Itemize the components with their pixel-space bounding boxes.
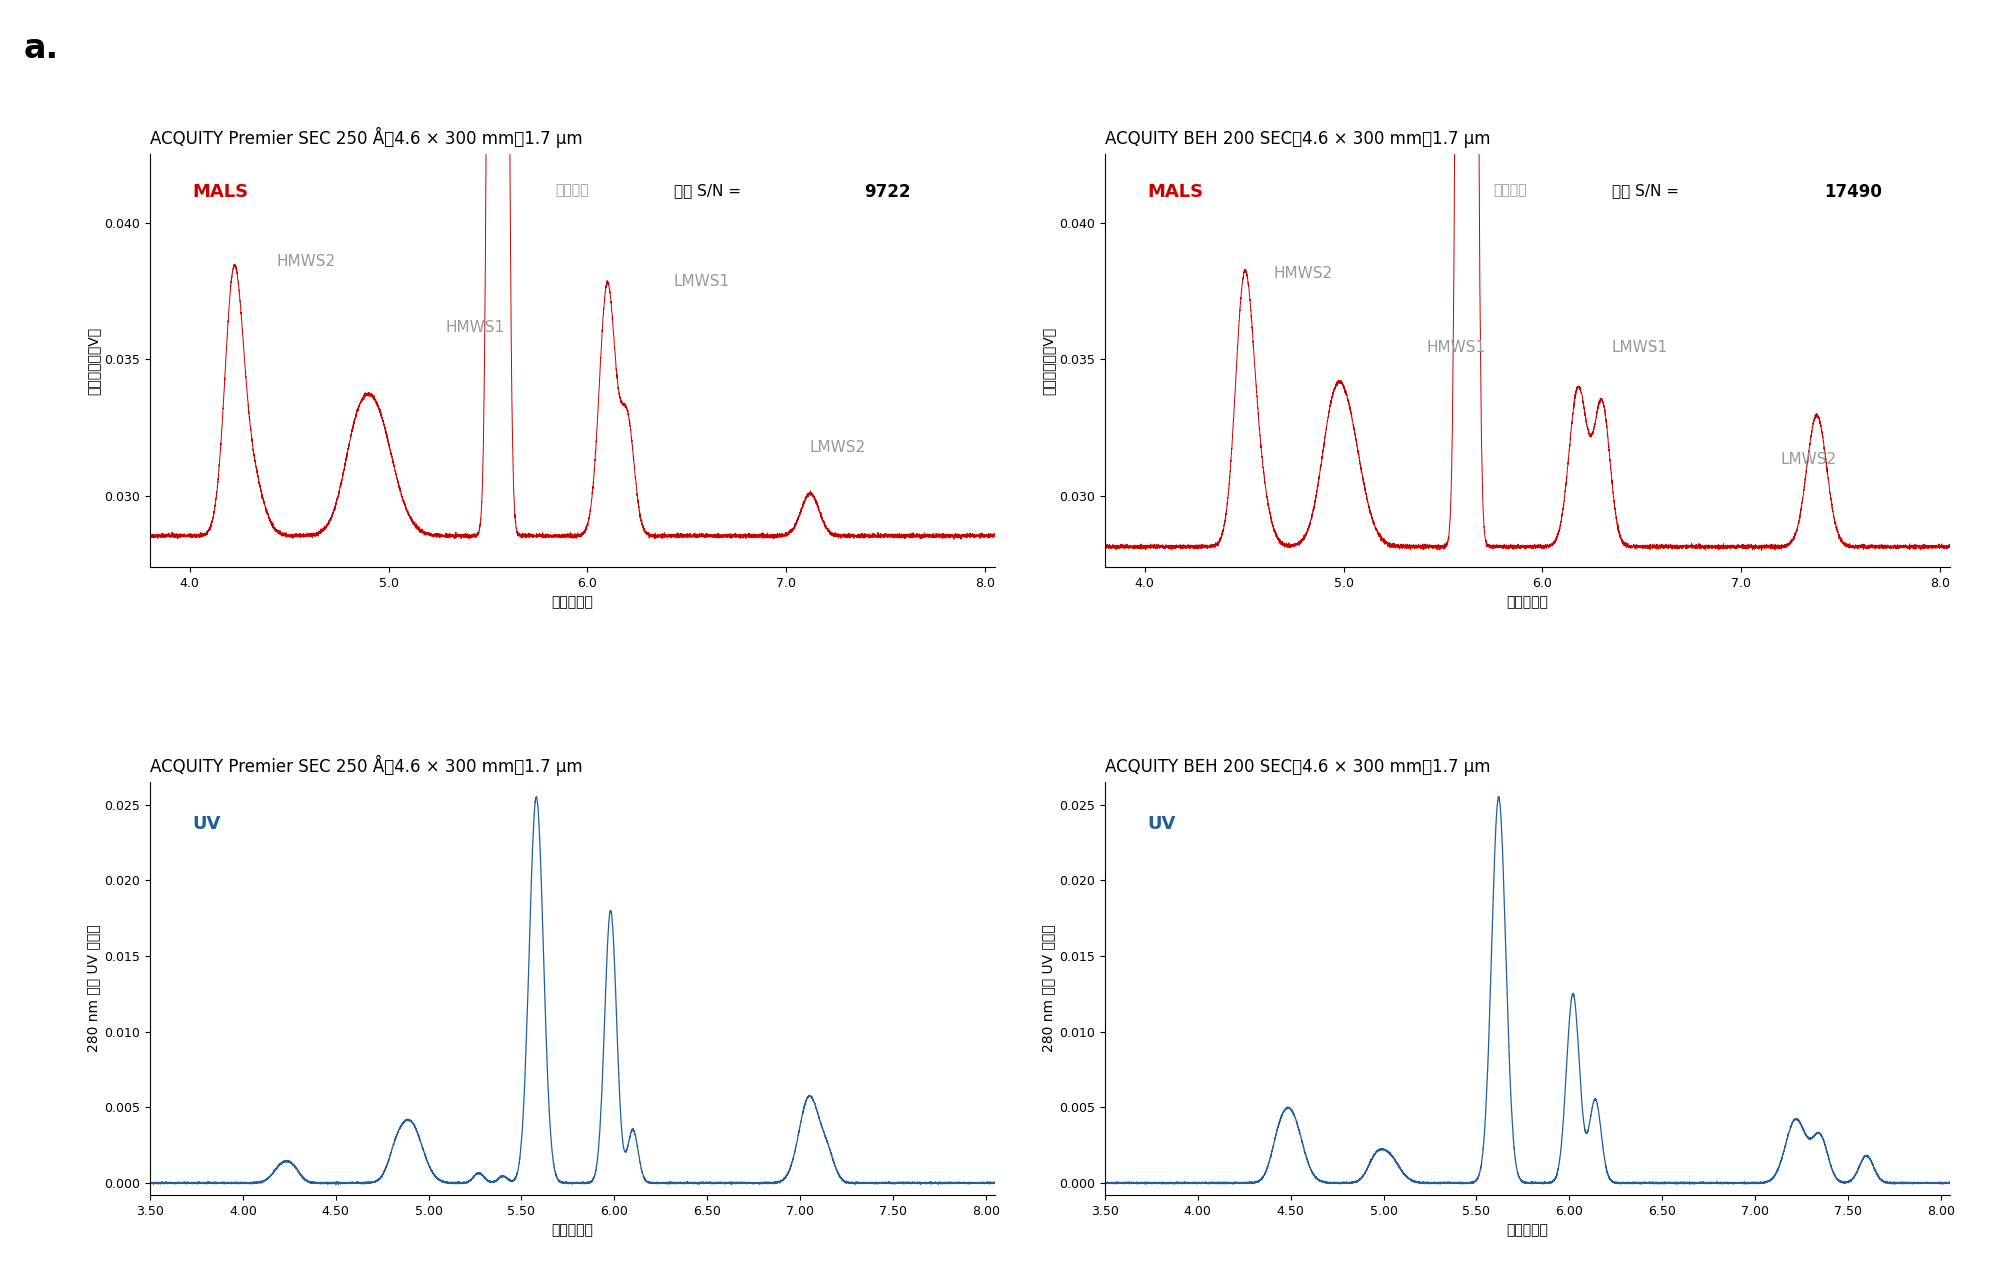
- Text: LMWS2: LMWS2: [810, 439, 866, 455]
- Text: 平均 S/N =: 平均 S/N =: [674, 182, 746, 198]
- Text: HMWS1: HMWS1: [1426, 341, 1486, 356]
- Text: LMWS1: LMWS1: [1612, 341, 1668, 356]
- X-axis label: 時間（分）: 時間（分）: [1506, 1223, 1548, 1237]
- Text: 平均 S/N =: 平均 S/N =: [1612, 182, 1684, 198]
- Text: ACQUITY BEH 200 SEC、4.6 × 300 mm、1.7 μm: ACQUITY BEH 200 SEC、4.6 × 300 mm、1.7 μm: [1104, 758, 1490, 776]
- Text: HMWS2: HMWS2: [1274, 266, 1334, 281]
- Text: MALS: MALS: [1148, 182, 1204, 202]
- Text: モノマー: モノマー: [556, 182, 590, 197]
- Text: MALS: MALS: [192, 182, 248, 202]
- Text: 17490: 17490: [1824, 182, 1882, 202]
- Text: ACQUITY BEH 200 SEC、4.6 × 300 mm、1.7 μm: ACQUITY BEH 200 SEC、4.6 × 300 mm、1.7 μm: [1104, 131, 1490, 149]
- X-axis label: 時間（分）: 時間（分）: [1506, 595, 1548, 609]
- Text: UV: UV: [1148, 815, 1176, 833]
- Y-axis label: 280 nm での UV 吸光度: 280 nm での UV 吸光度: [86, 925, 100, 1052]
- Text: UV: UV: [192, 815, 220, 833]
- Text: ACQUITY Premier SEC 250 Å、4.6 × 300 mm、1.7 μm: ACQUITY Premier SEC 250 Å、4.6 × 300 mm、1…: [150, 756, 582, 776]
- Y-axis label: 検出器電圧（V）: 検出器電圧（V）: [1042, 326, 1056, 394]
- Y-axis label: 検出器電圧（V）: 検出器電圧（V）: [86, 326, 100, 394]
- Text: LMWS1: LMWS1: [674, 275, 730, 289]
- Text: a.: a.: [24, 32, 60, 66]
- Text: HMWS2: HMWS2: [276, 253, 336, 269]
- Y-axis label: 280 nm での UV 吸光度: 280 nm での UV 吸光度: [1042, 925, 1056, 1052]
- Text: モノマー: モノマー: [1494, 182, 1528, 197]
- Text: 9722: 9722: [864, 182, 910, 202]
- Text: ACQUITY Premier SEC 250 Å、4.6 × 300 mm、1.7 μm: ACQUITY Premier SEC 250 Å、4.6 × 300 mm、1…: [150, 127, 582, 149]
- Text: LMWS2: LMWS2: [1780, 452, 1838, 466]
- Text: HMWS1: HMWS1: [446, 320, 504, 335]
- X-axis label: 時間（分）: 時間（分）: [552, 595, 594, 609]
- X-axis label: 時間（分）: 時間（分）: [552, 1223, 594, 1237]
